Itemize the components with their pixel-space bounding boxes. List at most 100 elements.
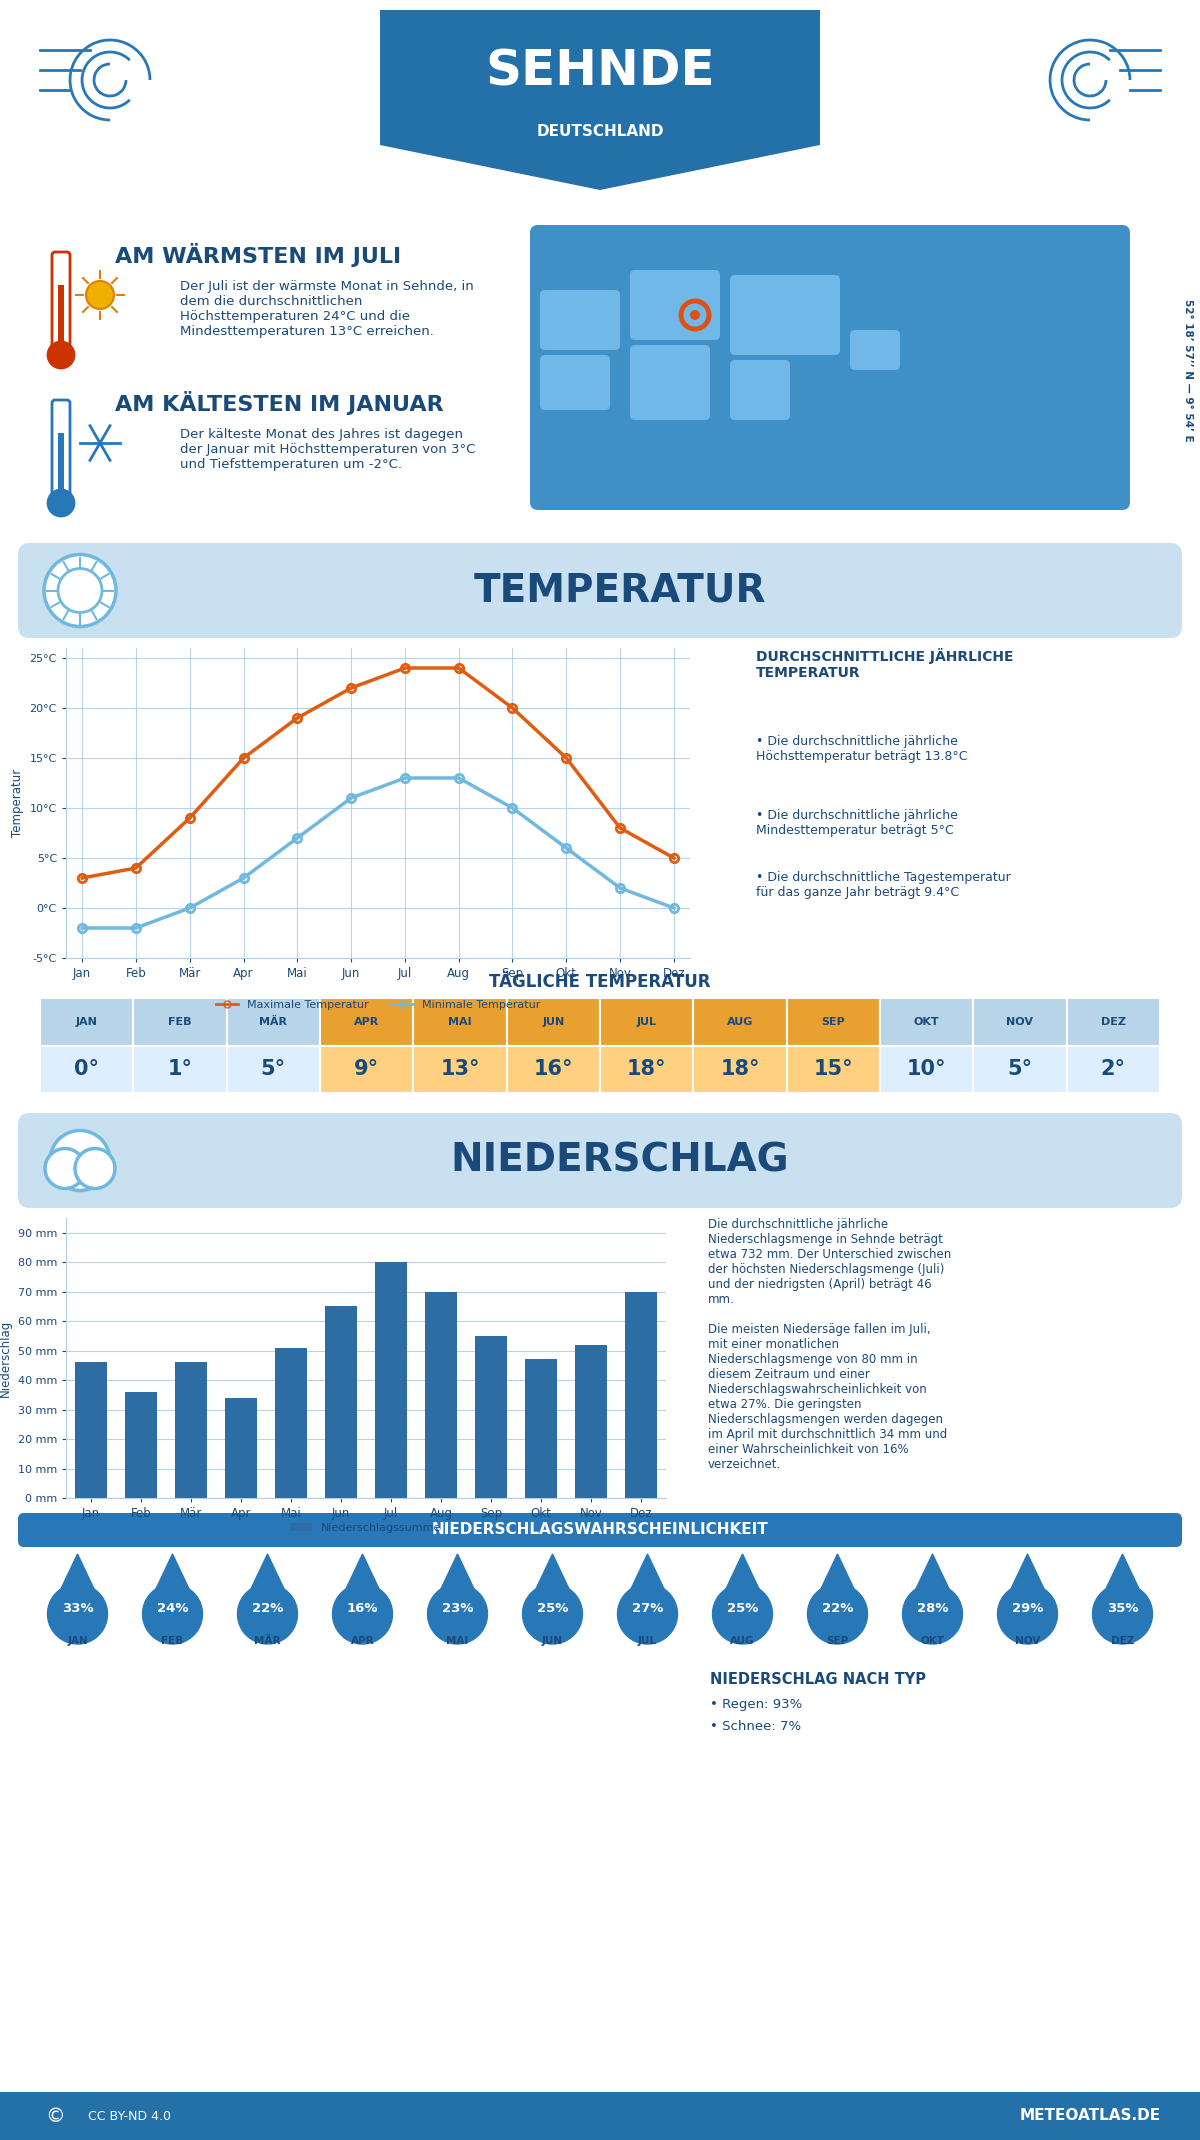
- Bar: [320, 997, 413, 1046]
- FancyBboxPatch shape: [530, 225, 1130, 509]
- Text: 35%: 35%: [1106, 1603, 1139, 1616]
- Circle shape: [44, 554, 116, 627]
- Circle shape: [46, 1149, 85, 1188]
- Polygon shape: [630, 1554, 666, 1592]
- Circle shape: [48, 490, 74, 516]
- Bar: [787, 997, 880, 1046]
- Text: • Die durchschnittliche Tagestemperatur
für das ganze Jahr beträgt 9.4°C: • Die durchschnittliche Tagestemperatur …: [756, 871, 1010, 899]
- FancyBboxPatch shape: [18, 1113, 1182, 1207]
- Text: Die durchschnittliche jährliche
Niederschlagsmenge in Sehnde beträgt
etwa 732 mm: Die durchschnittliche jährliche Niedersc…: [708, 1218, 952, 1470]
- Bar: [600, 1046, 694, 1094]
- Polygon shape: [60, 1554, 96, 1592]
- Polygon shape: [820, 1554, 856, 1592]
- Text: Der kälteste Monat des Jahres ist dagegen
der Januar mit Höchsttemperaturen von : Der kälteste Monat des Jahres ist dagege…: [180, 428, 475, 471]
- Bar: [973, 997, 1067, 1046]
- Circle shape: [86, 280, 114, 308]
- Text: METEOATLAS.DE: METEOATLAS.DE: [1020, 2108, 1160, 2123]
- Text: • Die durchschnittliche jährliche
Mindesttemperatur beträgt 5°C: • Die durchschnittliche jährliche Mindes…: [756, 809, 958, 837]
- Bar: [506, 1046, 600, 1094]
- Circle shape: [74, 1149, 115, 1188]
- Bar: [58, 432, 64, 492]
- Text: NIEDERSCHLAG NACH TYP: NIEDERSCHLAG NACH TYP: [710, 1671, 926, 1686]
- Polygon shape: [713, 1584, 773, 1644]
- Text: 13°: 13°: [440, 1059, 480, 1079]
- Bar: [133, 997, 227, 1046]
- Polygon shape: [332, 1584, 392, 1644]
- Text: JUL: JUL: [637, 1016, 656, 1027]
- Text: 16°: 16°: [534, 1059, 574, 1079]
- Bar: [0, 2093, 1200, 2140]
- Text: JUN: JUN: [542, 1635, 563, 1646]
- Bar: [125, 1391, 157, 1498]
- Bar: [694, 1046, 787, 1094]
- Text: OKT: OKT: [914, 1016, 940, 1027]
- Text: 5°: 5°: [1008, 1059, 1032, 1079]
- Text: 23%: 23%: [442, 1603, 473, 1616]
- Bar: [275, 1348, 307, 1498]
- Bar: [224, 1397, 257, 1498]
- Text: NIEDERSCHLAGSWAHRSCHEINLICHKEIT: NIEDERSCHLAGSWAHRSCHEINLICHKEIT: [432, 1522, 768, 1537]
- Text: FEB: FEB: [168, 1016, 192, 1027]
- Text: CC BY-ND 4.0: CC BY-ND 4.0: [89, 2110, 172, 2123]
- Polygon shape: [1104, 1554, 1140, 1592]
- Polygon shape: [155, 1554, 191, 1592]
- Bar: [600, 997, 694, 1046]
- Polygon shape: [143, 1584, 203, 1644]
- Text: OKT: OKT: [920, 1635, 944, 1646]
- Text: 10°: 10°: [907, 1059, 947, 1079]
- Text: NIEDERSCHLAG: NIEDERSCHLAG: [451, 1141, 790, 1179]
- Text: 9°: 9°: [354, 1059, 379, 1079]
- Polygon shape: [914, 1554, 950, 1592]
- Text: SEP: SEP: [822, 1016, 845, 1027]
- Bar: [425, 1293, 457, 1498]
- Bar: [973, 1046, 1067, 1094]
- Text: AUG: AUG: [730, 1635, 755, 1646]
- Polygon shape: [725, 1554, 761, 1592]
- FancyBboxPatch shape: [18, 1513, 1182, 1547]
- FancyBboxPatch shape: [630, 270, 720, 340]
- Bar: [227, 1046, 320, 1094]
- Bar: [40, 997, 133, 1046]
- Circle shape: [690, 310, 700, 321]
- Circle shape: [50, 1130, 110, 1190]
- Polygon shape: [250, 1554, 286, 1592]
- Text: FEB: FEB: [161, 1635, 184, 1646]
- Text: NOV: NOV: [1015, 1635, 1040, 1646]
- Text: AUG: AUG: [727, 1016, 754, 1027]
- Text: APR: APR: [350, 1635, 374, 1646]
- Bar: [40, 1046, 133, 1094]
- Text: 24%: 24%: [157, 1603, 188, 1616]
- Text: 15°: 15°: [814, 1059, 853, 1079]
- Text: 22%: 22%: [252, 1603, 283, 1616]
- Text: 28%: 28%: [917, 1603, 948, 1616]
- Text: APR: APR: [354, 1016, 379, 1027]
- Text: JUL: JUL: [638, 1635, 658, 1646]
- Text: 2°: 2°: [1100, 1059, 1126, 1079]
- Bar: [133, 1046, 227, 1094]
- Bar: [506, 997, 600, 1046]
- Text: 0°: 0°: [74, 1059, 100, 1079]
- Text: 25%: 25%: [536, 1603, 568, 1616]
- Text: 25%: 25%: [727, 1603, 758, 1616]
- Text: SEP: SEP: [827, 1635, 848, 1646]
- FancyBboxPatch shape: [730, 360, 790, 419]
- Bar: [625, 1293, 658, 1498]
- Bar: [475, 1335, 508, 1498]
- Text: TEMPERATUR: TEMPERATUR: [474, 571, 767, 610]
- FancyBboxPatch shape: [850, 330, 900, 370]
- Text: 52° 18’ 57’’ N — 9° 54’ E: 52° 18’ 57’’ N — 9° 54’ E: [1183, 300, 1193, 441]
- Text: 1°: 1°: [168, 1059, 192, 1079]
- Text: MÄR: MÄR: [259, 1016, 287, 1027]
- Text: ©: ©: [46, 2106, 65, 2125]
- Bar: [320, 1046, 413, 1094]
- Text: MAI: MAI: [448, 1016, 472, 1027]
- FancyBboxPatch shape: [630, 345, 710, 419]
- Circle shape: [48, 342, 74, 368]
- Text: JAN: JAN: [76, 1016, 97, 1027]
- Text: MÄR: MÄR: [254, 1635, 281, 1646]
- Bar: [74, 1363, 107, 1498]
- Text: DURCHSCHNITTLICHE JÄHRLICHE
TEMPERATUR: DURCHSCHNITTLICHE JÄHRLICHE TEMPERATUR: [756, 648, 1014, 681]
- Legend: Niederschlagssumme: Niederschlagssumme: [286, 1519, 446, 1537]
- Text: NOV: NOV: [1007, 1016, 1033, 1027]
- Text: JAN: JAN: [67, 1635, 88, 1646]
